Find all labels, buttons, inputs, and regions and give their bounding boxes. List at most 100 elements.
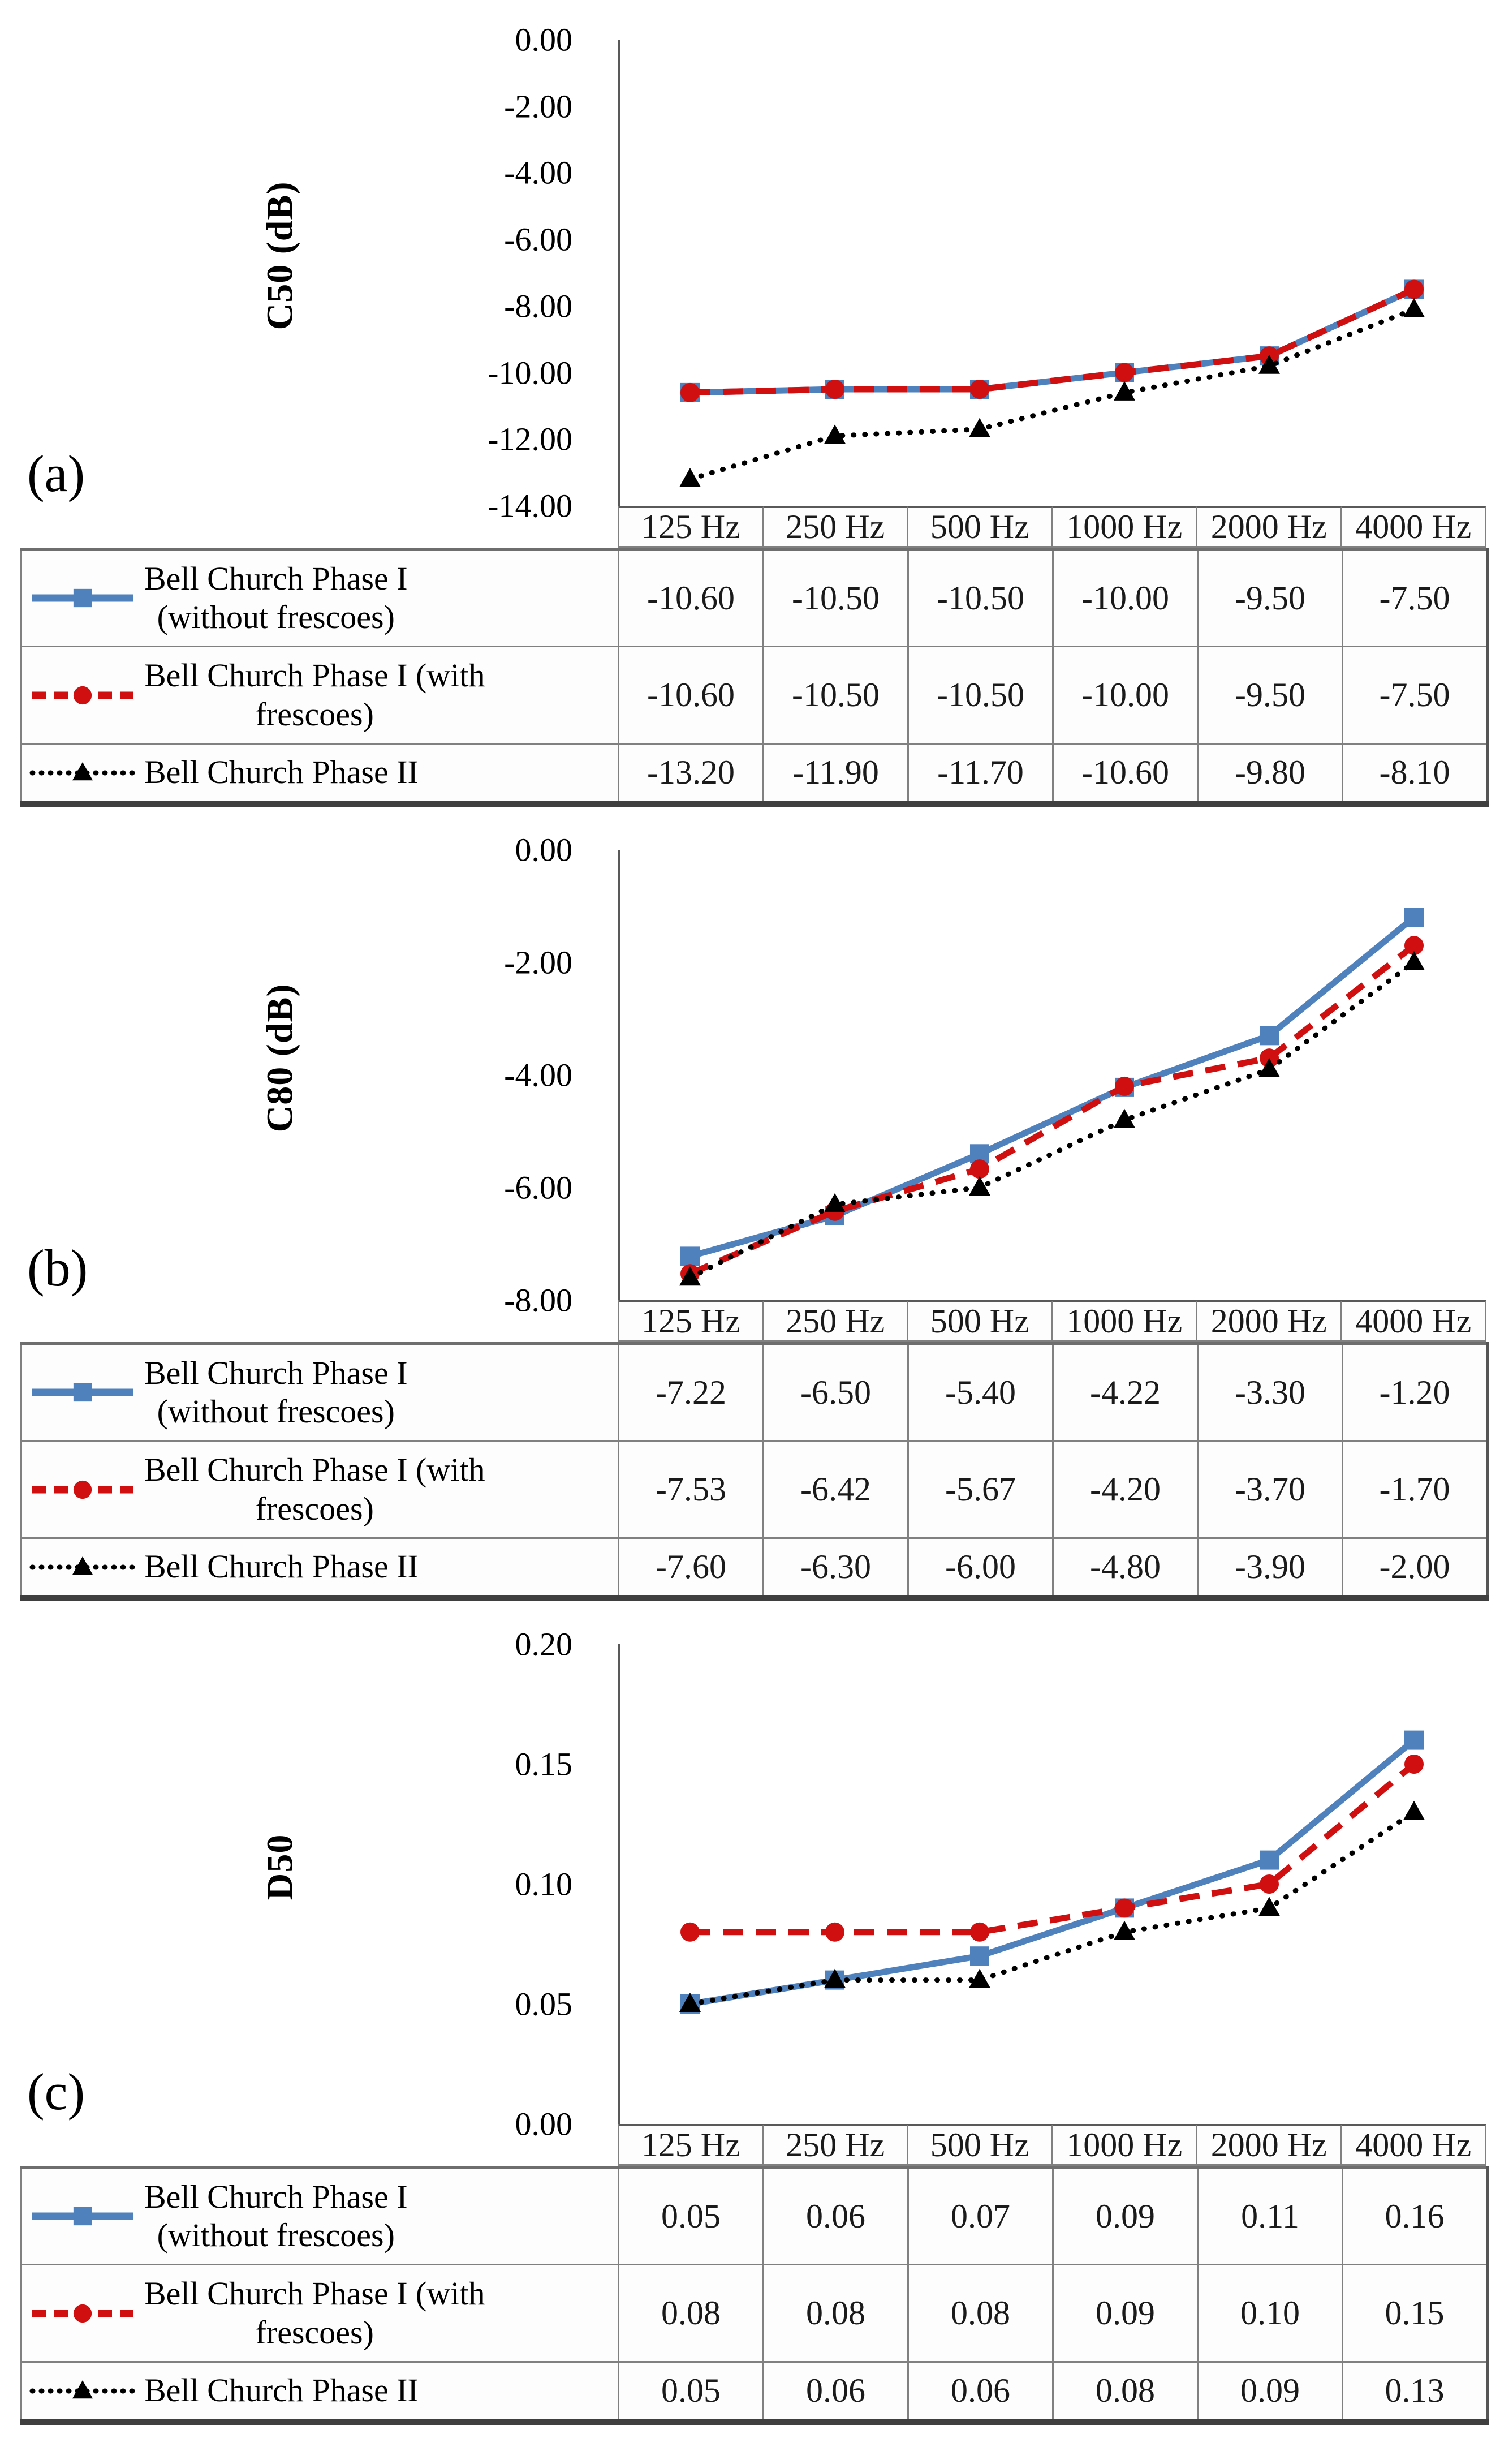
series-name: Bell Church Phase I (without frescoes) [144, 2178, 408, 2254]
frequency-header-cell: 125 Hz [619, 506, 764, 548]
value-cell: 0.16 [1342, 2166, 1488, 2265]
legend-cell: Bell Church Phase I (with frescoes) [20, 1440, 619, 1539]
value-cell: -10.60 [618, 646, 764, 745]
marker-circle-icon [73, 2304, 92, 2323]
data-table: Bell Church Phase I (without frescoes) 0.0… [20, 2166, 1489, 2425]
legend-cell: Bell Church Phase I (with frescoes) [20, 2264, 619, 2363]
marker-square-icon [1404, 1730, 1424, 1750]
frequency-header-cell: 250 Hz [764, 1300, 908, 1342]
series-name: Bell Church Phase I (without frescoes) [144, 1354, 408, 1430]
value-cell: -6.42 [762, 1440, 909, 1539]
marker-circle-icon [1115, 363, 1134, 382]
marker-circle-icon [73, 1480, 92, 1499]
marker-triangle-icon [72, 762, 93, 780]
value-cell: -5.40 [907, 1343, 1054, 1442]
legend-triangle-sample-icon [29, 2380, 136, 2398]
y-axis-ticks: 0.20 0.15 0.10 0.05 0.00 [317, 1610, 573, 2143]
legend-circle-sample-icon [32, 686, 133, 704]
y-axis-title-wrap: C50 (dB) [238, 6, 322, 506]
header-cells: 125 Hz 250 Hz 500 Hz 1000 Hz 2000 Hz 4000 Hz [618, 506, 1486, 548]
y-tick-label: 0.15 [515, 1745, 573, 1783]
marker-triangle-icon [969, 418, 990, 437]
series-line-square [689, 1738, 1416, 2007]
marker-triangle-icon [1403, 951, 1425, 970]
value-cell: -10.50 [907, 646, 1054, 745]
marker-triangle-icon [679, 467, 701, 487]
series-name: Bell Church Phase I (with frescoes) [144, 1451, 485, 1527]
series-line-square [689, 915, 1416, 1259]
value-cell: 0.06 [762, 2166, 909, 2265]
marker-square-icon [1404, 908, 1424, 927]
y-axis-title: D50 [258, 1834, 300, 1900]
plot-area [618, 6, 1486, 506]
frequency-header-cell: 500 Hz [908, 2124, 1053, 2166]
marker-circle-icon [970, 1922, 989, 1942]
data-table: Bell Church Phase I (without frescoes) -10… [20, 548, 1489, 807]
value-cell: 0.10 [1197, 2264, 1343, 2363]
value-cell: 0.05 [618, 2361, 764, 2423]
marker-square-icon [680, 1246, 700, 1266]
frequency-header-cell: 4000 Hz [1342, 506, 1486, 548]
table-row: Bell Church Phase II 0.05 0.06 0.06 0.08 0.09… [20, 2361, 1488, 2423]
legend-cell: Bell Church Phase II [20, 1537, 619, 1599]
value-cell: -9.80 [1197, 743, 1343, 805]
series-line-square [689, 286, 1416, 396]
value-cell: -4.22 [1052, 1343, 1199, 1442]
y-axis-title: C80 (dB) [259, 983, 301, 1133]
panel-b: C80 (dB) 0.00 -2.00 -4.00 -6.00 -8.00 (b) 12… [0, 816, 1500, 1601]
value-cell: 0.09 [1052, 2166, 1199, 2265]
legend-circle-sample-icon [32, 1480, 133, 1499]
legend-square-sample-icon [32, 1383, 133, 1402]
y-tick-label: -2.00 [504, 944, 572, 981]
legend-cell: Bell Church Phase I (without frescoes) [20, 548, 619, 647]
value-cell: 0.08 [762, 2264, 909, 2363]
value-cell: -8.10 [1342, 743, 1488, 805]
frequency-header-cell: 1000 Hz [1053, 1300, 1197, 1342]
legend-cell: Bell Church Phase I (without frescoes) [20, 1343, 619, 1442]
y-tick-label: -12.00 [488, 420, 572, 458]
value-cell: -3.30 [1197, 1343, 1343, 1442]
y-axis-title-wrap: C80 (dB) [238, 816, 322, 1300]
frequency-header-cell: 250 Hz [764, 2124, 908, 2166]
value-cell: -10.00 [1052, 548, 1199, 647]
legend-square-sample-icon [32, 2207, 133, 2226]
marker-circle-icon [825, 1922, 844, 1942]
marker-circle-icon [1404, 936, 1424, 956]
value-cell: -9.50 [1197, 646, 1343, 745]
y-tick-label: -4.00 [504, 154, 572, 191]
value-cell: -1.70 [1342, 1440, 1488, 1539]
frequency-header-cell: 250 Hz [764, 506, 908, 548]
y-tick-label: 0.00 [515, 831, 573, 868]
y-tick-label: 0.10 [515, 1865, 573, 1903]
marker-triangle-icon [1258, 1058, 1280, 1078]
marker-triangle-icon [1403, 298, 1425, 317]
marker-circle-icon [73, 686, 92, 704]
marker-circle-icon [970, 1159, 989, 1179]
data-table: Bell Church Phase I (without frescoes) -7.… [20, 1342, 1489, 1601]
marker-triangle-icon [72, 2380, 93, 2398]
value-cell: 0.11 [1197, 2166, 1343, 2265]
y-tick-label: -8.00 [504, 287, 572, 325]
y-axis-ticks: 0.00 -2.00 -4.00 -6.00 -8.00 [317, 816, 573, 1319]
value-cell: -7.60 [618, 1537, 764, 1599]
y-axis-title: C50 (dB) [259, 181, 301, 330]
marker-triangle-icon [824, 1193, 846, 1212]
header-cells: 125 Hz 250 Hz 500 Hz 1000 Hz 2000 Hz 4000 Hz [618, 2124, 1486, 2166]
frequency-header-cell: 125 Hz [619, 2124, 764, 2166]
value-cell: -10.50 [762, 548, 909, 647]
y-tick-label: -4.00 [504, 1056, 572, 1094]
marker-circle-icon [825, 380, 844, 399]
marker-square-icon [73, 2207, 92, 2226]
series-line-circle [689, 286, 1416, 396]
value-cell: -5.67 [907, 1440, 1054, 1539]
value-cell: 0.07 [907, 2166, 1054, 2265]
chart-area: D50 0.20 0.15 0.10 0.05 0.00 (c) [0, 1610, 1500, 2143]
frequency-header-cell: 1000 Hz [1053, 506, 1197, 548]
marker-circle-icon [1404, 279, 1424, 299]
value-cell: -11.90 [762, 743, 909, 805]
value-cell: -3.90 [1197, 1537, 1343, 1599]
marker-triangle-icon [679, 1266, 701, 1286]
panel-label: (c) [27, 2063, 85, 2121]
value-cell: -7.50 [1342, 646, 1488, 745]
plot-area [618, 1610, 1486, 2124]
